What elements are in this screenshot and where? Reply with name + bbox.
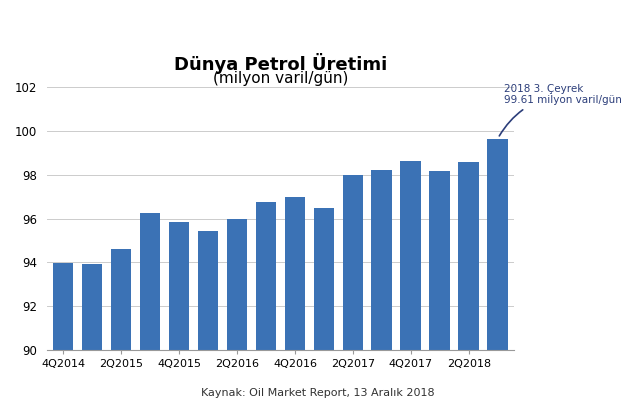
Text: 2018 3. Çeyrek
99.61 milyon varil/gün: 2018 3. Çeyrek 99.61 milyon varil/gün (499, 84, 621, 136)
Bar (371, 170, 392, 400)
Bar (284, 197, 305, 400)
Bar (111, 249, 132, 400)
Text: Dünya Petrol Üretimi: Dünya Petrol Üretimi (174, 53, 387, 74)
Bar (226, 219, 247, 400)
Text: Kaynak: Oil Market Report, 13 Aralık 2018: Kaynak: Oil Market Report, 13 Aralık 201… (201, 388, 435, 398)
Bar (429, 171, 450, 400)
Bar (139, 212, 160, 400)
Bar (256, 202, 277, 400)
Bar (343, 175, 363, 400)
Bar (401, 161, 422, 400)
Bar (81, 264, 102, 400)
Bar (459, 162, 480, 400)
Bar (487, 140, 508, 400)
Bar (198, 231, 218, 400)
Bar (314, 208, 335, 400)
Bar (53, 263, 74, 400)
Text: (milyon varil/gün): (milyon varil/gün) (213, 71, 348, 86)
Bar (169, 222, 190, 400)
